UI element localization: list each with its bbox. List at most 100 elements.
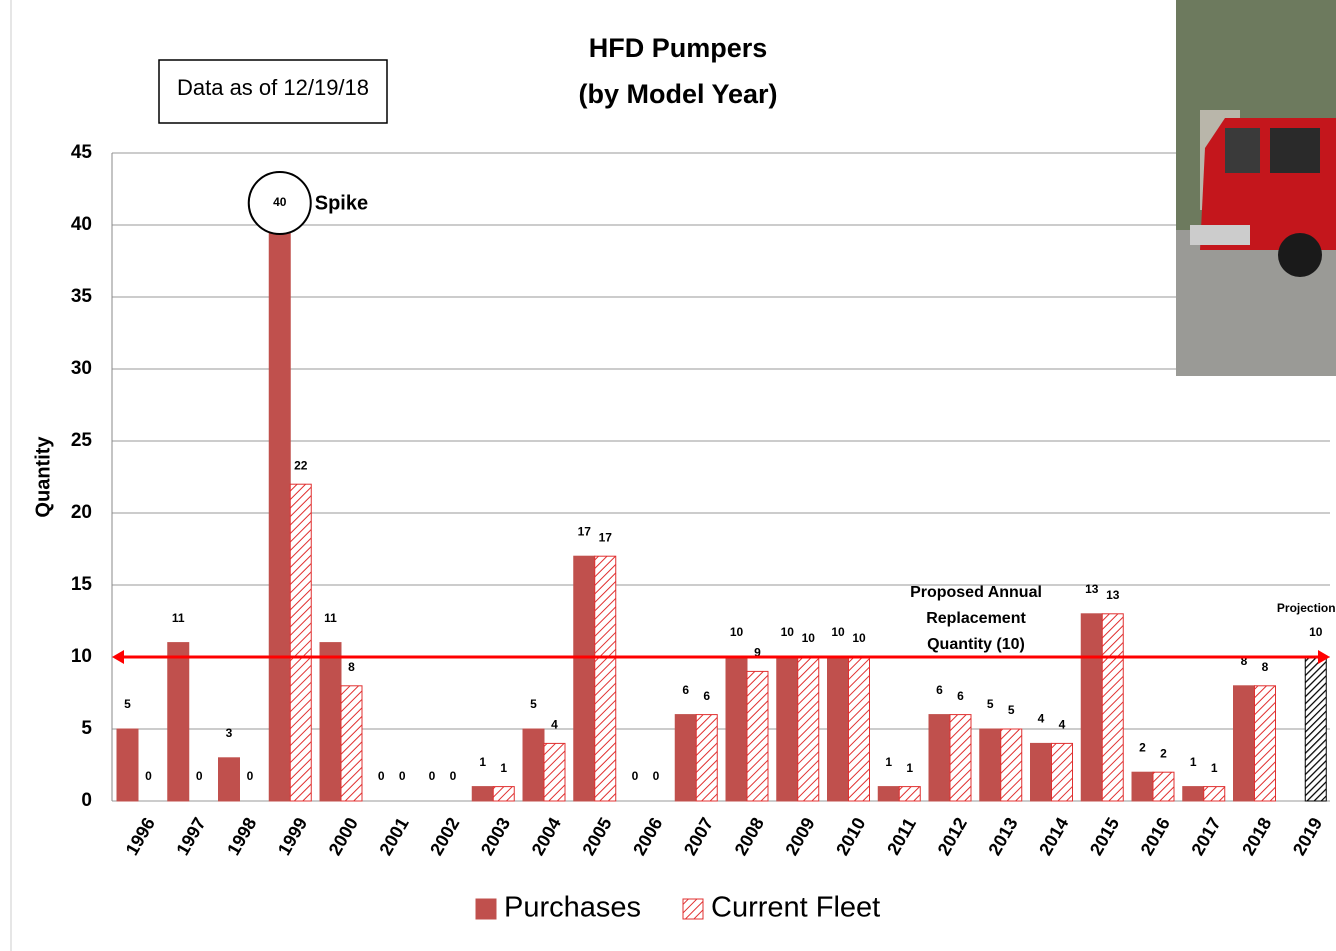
y-tick-label: 35 xyxy=(71,286,93,307)
value-label: 5 xyxy=(1008,703,1015,717)
value-label: 5 xyxy=(987,697,994,711)
value-label: 11 xyxy=(172,611,185,625)
bar xyxy=(950,715,971,801)
bar xyxy=(341,686,362,801)
projection-bar xyxy=(1305,657,1326,801)
bar xyxy=(1102,614,1123,801)
bar xyxy=(1081,614,1102,801)
value-label: 10 xyxy=(802,631,816,645)
bar xyxy=(675,715,696,801)
reference-label: Quantity (10) xyxy=(927,636,1025,653)
value-label: 2 xyxy=(1160,746,1167,760)
x-tick-label: 2015 xyxy=(1086,814,1123,859)
value-label: 11 xyxy=(324,611,337,625)
value-label: 1 xyxy=(906,761,913,775)
reference-label: Replacement xyxy=(926,610,1026,627)
bar xyxy=(1132,772,1153,801)
bar xyxy=(798,657,819,801)
x-tick-label: 2002 xyxy=(426,814,463,859)
value-label: 10 xyxy=(852,631,866,645)
bar xyxy=(828,657,849,801)
legend-label: Current Fleet xyxy=(711,892,880,924)
value-label: 6 xyxy=(703,689,710,703)
value-label: 4 xyxy=(1059,718,1066,732)
value-label: 1 xyxy=(500,761,507,775)
value-label: 0 xyxy=(399,769,406,783)
y-tick-label: 40 xyxy=(71,214,92,235)
value-label: 10 xyxy=(831,625,845,639)
x-tick-label: 2011 xyxy=(883,814,920,858)
value-label: 0 xyxy=(378,769,385,783)
value-label: 0 xyxy=(196,769,203,783)
x-tick-label: 2017 xyxy=(1187,814,1224,859)
x-tick-label: 2004 xyxy=(528,814,565,859)
y-tick-label: 5 xyxy=(81,718,92,739)
value-label: 6 xyxy=(957,689,964,703)
bar xyxy=(878,787,899,801)
x-tick-label: 2008 xyxy=(731,814,768,859)
value-label: 22 xyxy=(294,458,308,472)
y-tick-label: 25 xyxy=(71,430,93,451)
x-tick-label: 2005 xyxy=(578,814,615,859)
legend-swatch xyxy=(683,899,703,919)
legend-label: Purchases xyxy=(504,892,641,924)
chart: HFD Pumpers (by Model Year) Data as of 1… xyxy=(0,0,1336,951)
bar xyxy=(595,556,616,801)
spike-label: Spike xyxy=(315,192,368,214)
value-label: 40 xyxy=(273,195,287,209)
note: Data as of 12/19/18 xyxy=(177,75,369,100)
bar xyxy=(523,729,544,801)
bar xyxy=(1234,686,1255,801)
bar xyxy=(899,787,920,801)
x-tick-label: 2018 xyxy=(1238,814,1275,859)
bar xyxy=(574,556,595,801)
x-tick-label: 2016 xyxy=(1137,814,1174,859)
value-label: 10 xyxy=(781,625,795,639)
y-tick-label: 15 xyxy=(71,574,93,595)
value-label: 6 xyxy=(682,683,689,697)
value-label: 5 xyxy=(530,697,537,711)
bar xyxy=(219,758,240,801)
bar xyxy=(849,657,870,801)
value-label: 0 xyxy=(632,769,639,783)
x-tick-label: 1998 xyxy=(223,814,260,859)
value-label: 0 xyxy=(450,769,457,783)
reference-arrow xyxy=(112,650,124,664)
chart-title: (by Model Year) xyxy=(578,79,777,109)
bar xyxy=(1255,686,1276,801)
bar xyxy=(320,643,341,801)
legend-swatch xyxy=(476,899,496,919)
photo xyxy=(1176,0,1336,376)
x-tick-label: 2007 xyxy=(680,814,717,859)
y-tick-label: 20 xyxy=(71,502,92,523)
chart-title: HFD Pumpers xyxy=(589,33,768,63)
projection-label: Projection xyxy=(1277,601,1336,615)
value-label: 0 xyxy=(145,769,152,783)
bar xyxy=(1001,729,1022,801)
x-tick-label: 2019 xyxy=(1289,814,1326,859)
value-label: 0 xyxy=(429,769,436,783)
y-tick-label: 45 xyxy=(71,142,93,163)
value-label: 17 xyxy=(599,530,613,544)
plot: 0510152025303540451996501997110199830199… xyxy=(71,142,1336,924)
bar xyxy=(929,715,950,801)
x-tick-label: 2014 xyxy=(1035,814,1072,859)
x-tick-label: 2000 xyxy=(325,814,362,859)
bar xyxy=(1052,743,1073,801)
value-label: 6 xyxy=(936,683,943,697)
projection-value: 10 xyxy=(1309,625,1323,639)
value-label: 2 xyxy=(1139,740,1146,754)
y-tick-label: 10 xyxy=(71,646,92,667)
value-label: 4 xyxy=(551,718,558,732)
x-tick-label: 2010 xyxy=(832,814,869,859)
value-label: 1 xyxy=(479,755,486,769)
x-tick-label: 2003 xyxy=(477,814,514,859)
y-tick-label: 30 xyxy=(71,358,92,379)
bar xyxy=(1183,787,1204,801)
bar xyxy=(493,787,514,801)
bar xyxy=(777,657,798,801)
x-tick-label: 1999 xyxy=(274,814,311,859)
value-label: 5 xyxy=(124,697,131,711)
bar xyxy=(472,787,493,801)
value-label: 0 xyxy=(247,769,254,783)
